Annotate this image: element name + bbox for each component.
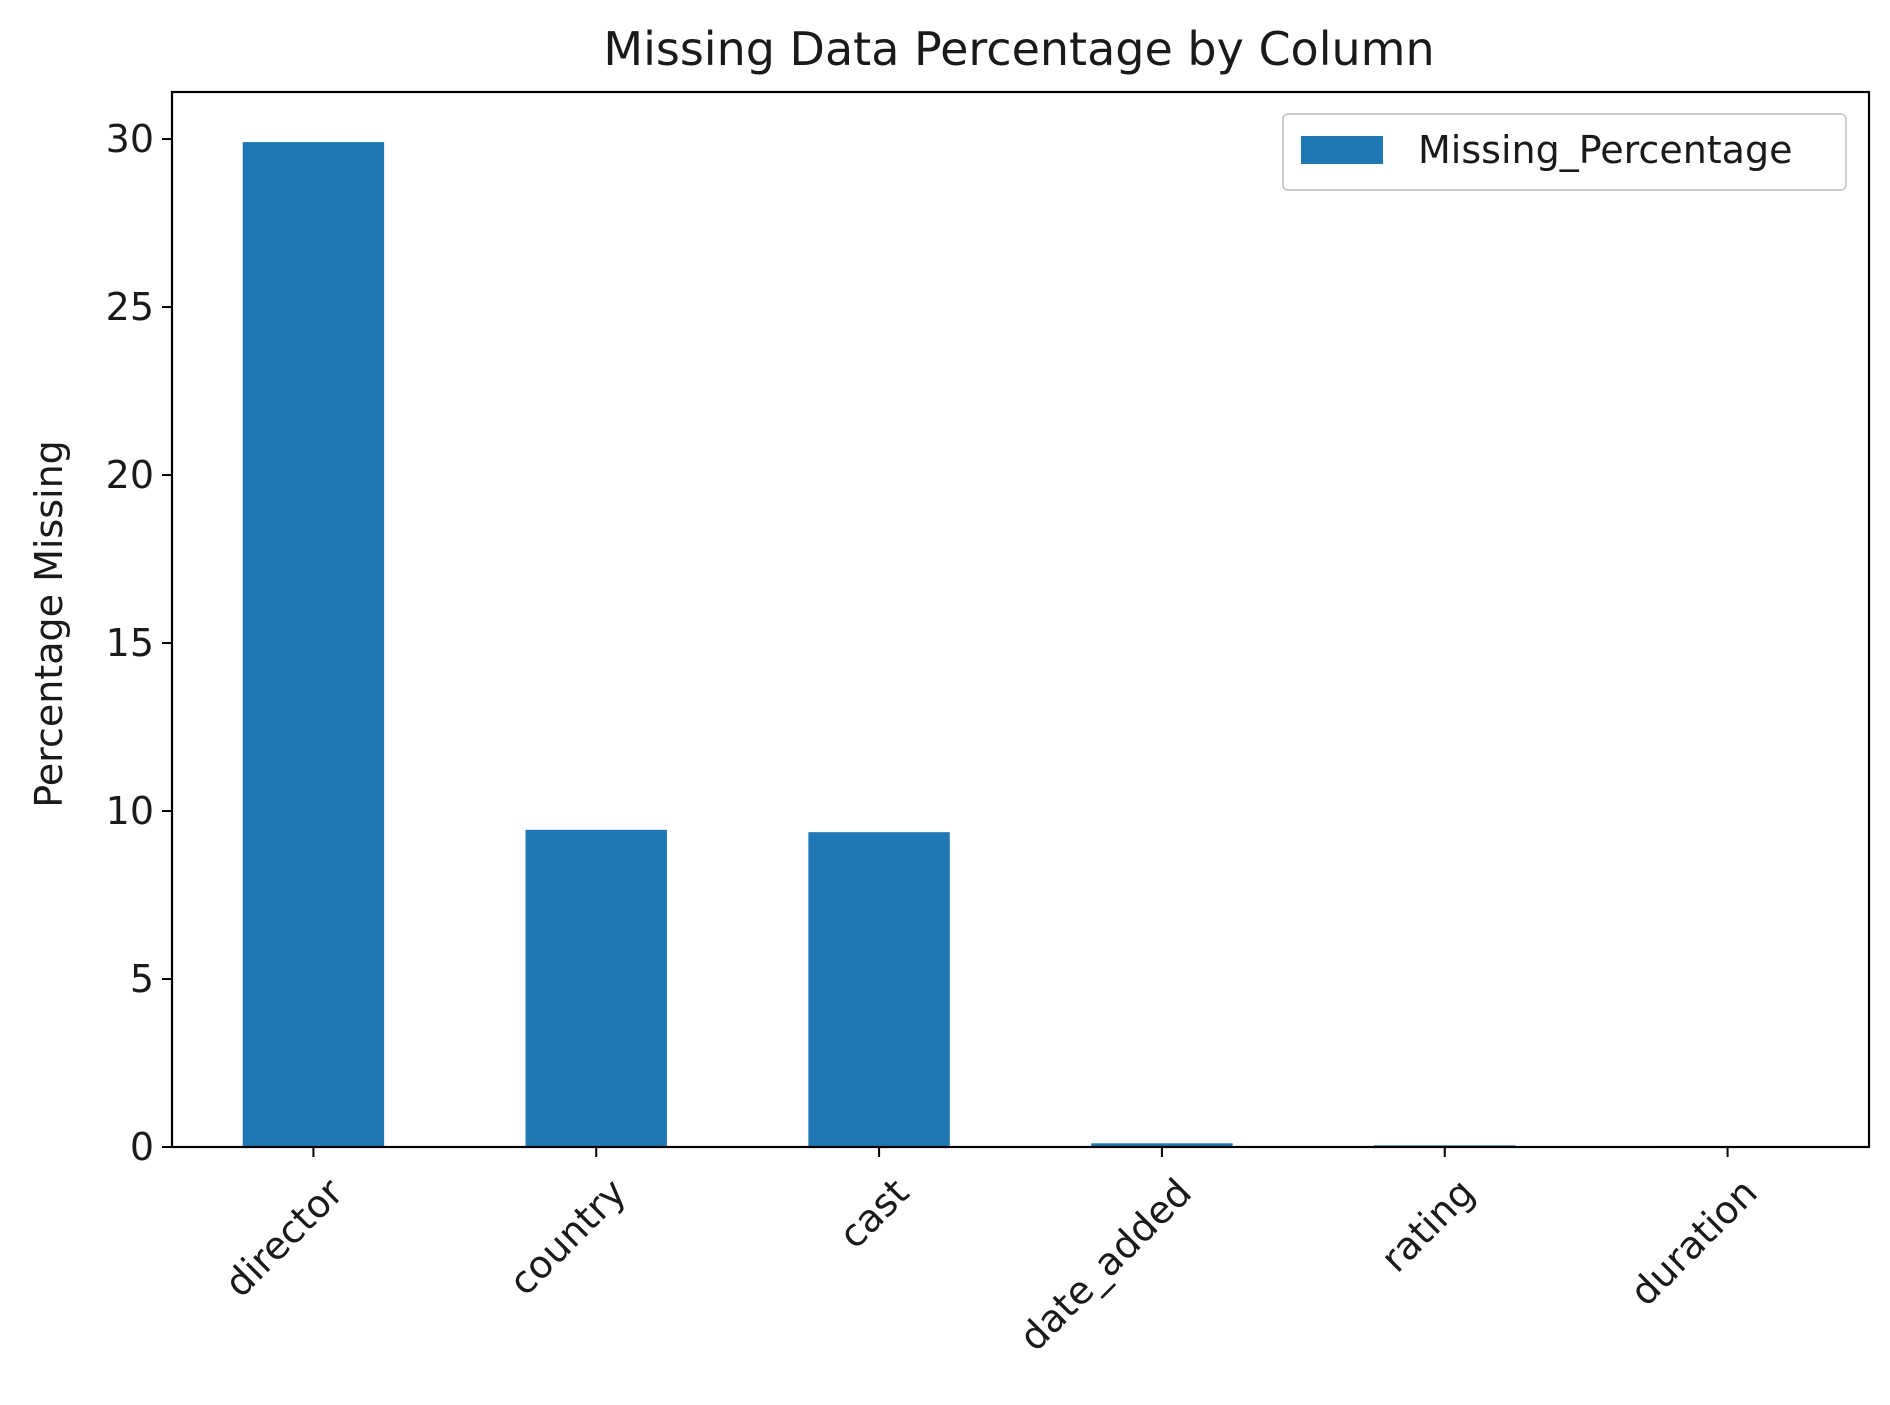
legend-swatch <box>1301 136 1383 164</box>
plot-area: 0 5 10 15 20 25 30 director country cast date_adde… <box>106 90 1871 1359</box>
bar-director <box>242 142 385 1147</box>
legend-label: Missing_Percentage <box>1418 128 1792 172</box>
x-tick-label: cast <box>830 1170 917 1257</box>
x-tick-label: director <box>216 1170 352 1306</box>
x-tick-label: duration <box>1622 1170 1766 1314</box>
bar-date_added <box>1091 1143 1233 1147</box>
y-tick-label: 30 <box>106 117 154 161</box>
bar-country <box>525 829 667 1147</box>
bar-cast <box>808 832 950 1147</box>
x-tick-label: date_added <box>1011 1170 1200 1359</box>
y-axis-label: Percentage Missing <box>27 440 71 808</box>
plot-frame <box>170 90 1871 1149</box>
y-tick-label: 20 <box>106 453 154 497</box>
legend-box <box>1282 113 1847 191</box>
legend: Missing_Percentage <box>1282 113 1847 191</box>
y-tick-label: 25 <box>106 285 154 329</box>
x-tick-label: country <box>501 1170 635 1304</box>
y-tick-label: 10 <box>106 789 154 833</box>
y-tick-label: 15 <box>106 621 154 665</box>
x-tick-label: rating <box>1372 1170 1483 1281</box>
y-tick-label: 5 <box>130 957 154 1001</box>
chart-title: Missing Data Percentage by Column <box>603 22 1434 76</box>
y-tick-label: 0 <box>130 1125 154 1169</box>
